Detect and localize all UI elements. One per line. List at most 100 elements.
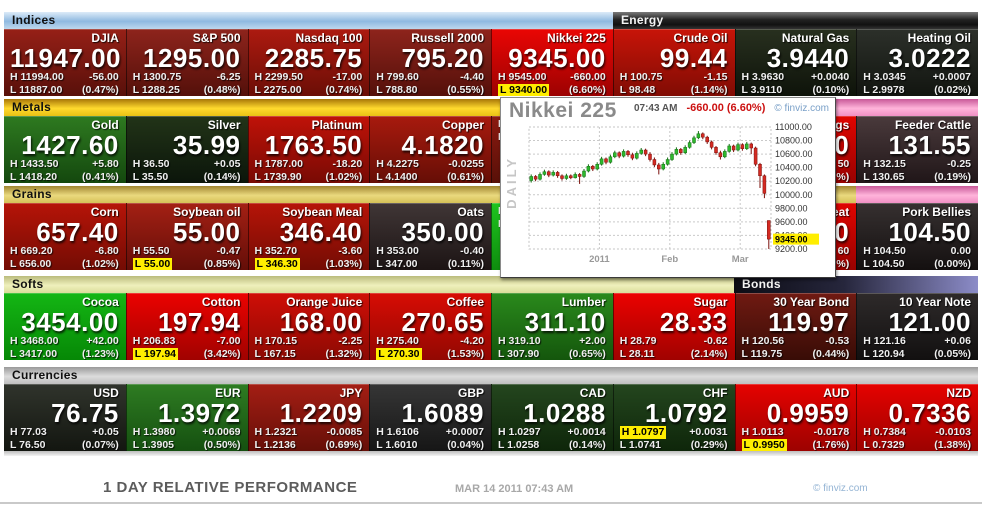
tile-soybean-meal[interactable]: Soybean Meal 346.40 H 352.70 -3.60 L 346.30 (… bbox=[247, 203, 370, 270]
tile-crude-oil[interactable]: Crude Oil 99.44 H 100.75 -1.15 L 98.48 (1.14%… bbox=[612, 29, 735, 96]
tile-percent-value: (0.61%) bbox=[447, 170, 484, 183]
tile-change-value: -4.20 bbox=[460, 335, 484, 347]
tile-price: 1.0792 bbox=[644, 398, 728, 428]
tile-gbp[interactable]: GBP 1.6089 H 1.6106 +0.0007 L 1.6010 (0.04%) bbox=[369, 384, 491, 451]
tile-heating-oil[interactable]: Heating Oil 3.0222 H 3.0345 +0.0007 L 2.9978… bbox=[856, 29, 978, 96]
tile-coffee[interactable]: Coffee 270.65 H 275.40 -4.20 L 270.30 (1.53%) bbox=[369, 293, 491, 360]
tile-price: 121.00 bbox=[888, 307, 971, 337]
tile-silver[interactable]: Silver 35.99 H 36.50 +0.05 L 35.50 (0.14%) bbox=[125, 116, 248, 183]
tile-high-change-row: H 352.70 -3.60 bbox=[255, 245, 363, 258]
tile-change-value: 0.00 bbox=[950, 245, 971, 257]
tile-gold[interactable]: Gold 1427.60 H 1433.50 +5.80 L 1418.20 (0.41%… bbox=[4, 116, 126, 183]
tile-low-percent-row: L 270.30 (1.53%) bbox=[376, 347, 484, 360]
tile-cotton[interactable]: Cotton 197.94 H 206.83 -7.00 L 197.94 (3.42%) bbox=[125, 293, 248, 360]
popup-brand-link[interactable]: © finviz.com bbox=[774, 103, 829, 114]
tile-oats[interactable]: Oats 350.00 H 353.00 -0.40 L 347.00 (0.11%) bbox=[369, 203, 491, 270]
tile-high-change-row: H 104.50 0.00 bbox=[863, 245, 971, 258]
tile-label: Natural Gas bbox=[781, 31, 850, 45]
tile-nasdaq100[interactable]: Nasdaq 100 2285.75 H 2299.50 -17.00 L 2275.0… bbox=[247, 29, 370, 96]
section-label-metals: Metals bbox=[12, 100, 52, 114]
tile-sugar[interactable]: Sugar 28.33 H 28.79 -0.62 L 28.11 (2.14%) bbox=[612, 293, 735, 360]
tile-high-value: H 2299.50 bbox=[254, 71, 303, 83]
tile-percent-value: (0.11%) bbox=[447, 257, 484, 270]
tile-orange-juice[interactable]: Orange Juice 168.00 H 170.15 -2.25 L 167.15 (… bbox=[247, 293, 370, 360]
chart-last-price-label: 9345.00 bbox=[773, 233, 819, 245]
tile-low-value: L 119.75 bbox=[741, 347, 783, 360]
tile-low-value: L 346.30 bbox=[254, 257, 300, 270]
tile-high-value: H 1433.50 bbox=[10, 158, 59, 170]
footer-brand-link[interactable]: © finviz.com bbox=[813, 483, 868, 494]
tile-low-percent-row: L 1418.20 (0.41%) bbox=[10, 171, 119, 184]
section-label-currencies: Currencies bbox=[12, 368, 78, 382]
tile-usd[interactable]: USD 76.75 H 77.03 +0.05 L 76.50 (0.07%) bbox=[4, 384, 126, 451]
tile-label: Cotton bbox=[201, 295, 241, 309]
tile-high-value: H 1.2321 bbox=[254, 426, 298, 438]
tile-percent-value: (1.02%) bbox=[81, 257, 119, 270]
tile-price: 3454.00 bbox=[21, 307, 119, 337]
tile-chf[interactable]: CHF 1.0792 H 1.0797 +0.0031 L 1.0741 (0.29%) bbox=[612, 384, 735, 451]
svg-text:10000.00: 10000.00 bbox=[775, 190, 813, 200]
tile-price: 346.40 bbox=[279, 217, 363, 247]
tile-low-value: L 9340.00 bbox=[498, 83, 550, 96]
tile-label: Coffee bbox=[446, 295, 484, 309]
tile-change-value: -0.40 bbox=[460, 245, 484, 257]
tile-low-value: L 104.50 bbox=[863, 257, 905, 270]
tile-high-value: H 353.00 bbox=[376, 245, 419, 257]
tile-label: gs bbox=[835, 118, 850, 132]
tile-low-percent-row: L 120.94 (0.05%) bbox=[863, 348, 971, 361]
tile-bond-30-year[interactable]: 30 Year Bond 119.97 H 120.56 -0.53 L 119.75 (… bbox=[734, 293, 857, 360]
tile-high-value: H 170.15 bbox=[254, 335, 298, 347]
tile-eur[interactable]: EUR 1.3972 H 1.3980 +0.0069 L 1.3905 (0.50%) bbox=[125, 384, 248, 451]
tile-lumber[interactable]: Lumber 311.10 H 319.10 +2.00 L 307.90 (0.65%) bbox=[491, 293, 613, 360]
tile-djia[interactable]: DJIA 11947.00 H 11994.00 -56.00 L 11887.00 (0… bbox=[4, 29, 126, 96]
tile-natural-gas[interactable]: Natural Gas 3.9440 H 3.9630 +0.0040 L 3.9110… bbox=[734, 29, 857, 96]
tile-high-change-row: H 3.0345 +0.0007 bbox=[863, 71, 971, 84]
tile-aud[interactable]: AUD 0.9959 H 1.0113 -0.0178 L 0.9950 (1.76%) bbox=[734, 384, 857, 451]
tile-low-value: L 656.00 bbox=[10, 257, 52, 270]
tile-high-value: H 799.60 bbox=[376, 71, 419, 83]
tile-cocoa[interactable]: Cocoa 3454.00 H 3468.00 +42.00 L 3417.00 (1.2… bbox=[4, 293, 126, 360]
tile-jpy[interactable]: JPY 1.2209 H 1.2321 -0.0085 L 1.2136 (0.69%) bbox=[247, 384, 370, 451]
tile-feeder-cattle[interactable]: Feeder Cattle 131.55 H 132.15 -0.25 L 130.65… bbox=[856, 116, 978, 183]
tile-low-percent-row: L 4.1400 (0.61%) bbox=[376, 171, 484, 184]
tile-change-value: -17.00 bbox=[332, 71, 363, 83]
tile-label: Sugar bbox=[693, 295, 728, 309]
tile-low-value: L 76.50 bbox=[10, 438, 46, 451]
section-label-bonds: Bonds bbox=[742, 277, 781, 291]
tile-soybean-oil[interactable]: Soybean oil 55.00 H 55.50 -0.47 L 55.00 (0.85… bbox=[125, 203, 248, 270]
tile-sp500[interactable]: S&P 500 1295.00 H 1300.75 -6.25 L 1288.25 (0.… bbox=[125, 29, 248, 96]
tile-price: 0 bbox=[834, 217, 850, 247]
footer-timestamp: MAR 14 2011 07:43 AM bbox=[455, 483, 574, 495]
tile-change-value: -7.00 bbox=[216, 335, 241, 347]
tile-label: EUR bbox=[215, 386, 241, 400]
tile-label: JPY bbox=[339, 386, 363, 400]
tile-percent-value: (0.00%) bbox=[934, 257, 971, 270]
tile-cad[interactable]: CAD 1.0288 H 1.0297 +0.0014 L 1.0258 (0.14%) bbox=[491, 384, 613, 451]
tile-high-change-row: H 1.0297 +0.0014 bbox=[498, 426, 606, 439]
tile-russell2000[interactable]: Russell 2000 795.20 H 799.60 -4.40 L 788.80 (… bbox=[369, 29, 491, 96]
tile-price: 76.75 bbox=[51, 398, 119, 428]
tile-price: 3.0222 bbox=[888, 43, 971, 73]
tile-nikkei225[interactable]: Nikkei 225 9345.00 H 9545.00 -660.00 L 9340.… bbox=[491, 29, 613, 96]
svg-text:10800.00: 10800.00 bbox=[775, 136, 813, 146]
tile-label: Oats bbox=[457, 205, 484, 219]
tile-percent-value: (0.05%) bbox=[934, 347, 971, 360]
tile-low-percent-row: L 130.65 (0.19%) bbox=[863, 171, 971, 184]
tile-low-value: L 28.11 bbox=[619, 347, 655, 360]
tile-low-value: L 3.9110 bbox=[741, 83, 783, 96]
tile-high-value: H 275.40 bbox=[376, 335, 419, 347]
tile-percent-value: (0.47%) bbox=[81, 83, 119, 96]
tile-change-value: -0.53 bbox=[825, 335, 850, 347]
bottom-divider bbox=[0, 502, 982, 504]
tile-high-value: H 1300.75 bbox=[132, 71, 182, 83]
tile-low-value: L 2.9978 bbox=[863, 83, 905, 96]
svg-text:Feb: Feb bbox=[661, 254, 678, 265]
tile-platinum[interactable]: Platinum 1763.50 H 1787.00 -18.20 L 1739.90 (… bbox=[247, 116, 370, 183]
tile-pork-bellies[interactable]: Pork Bellies 104.50 H 104.50 0.00 L 104.50 (0… bbox=[856, 203, 978, 270]
tile-copper[interactable]: Copper 4.1820 H 4.2275 -0.0255 L 4.1400 (0.61… bbox=[369, 116, 491, 183]
tile-corn[interactable]: Corn 657.40 H 669.20 -6.80 L 656.00 (1.02%) bbox=[4, 203, 126, 270]
tile-price: 0.9959 bbox=[766, 398, 850, 428]
tile-high-change-row: H 1.3980 +0.0069 bbox=[133, 426, 241, 439]
tile-note-10-year[interactable]: 10 Year Note 121.00 H 121.16 +0.06 L 120.94 (… bbox=[856, 293, 978, 360]
tile-nzd[interactable]: NZD 0.7336 H 0.7384 -0.0103 L 0.7329 (1.38%) bbox=[856, 384, 978, 451]
